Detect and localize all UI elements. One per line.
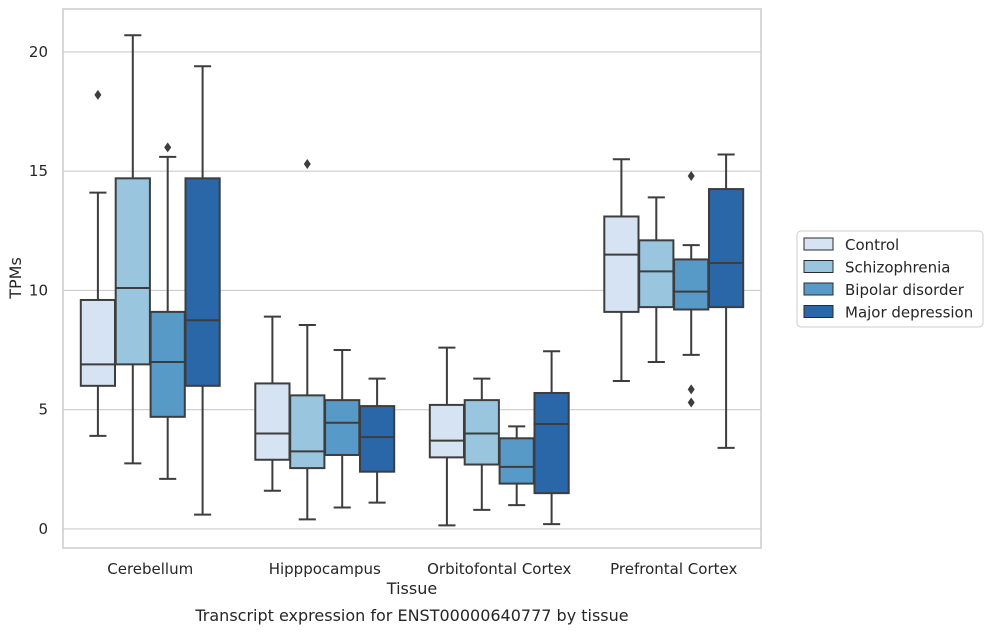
box-control (254, 315, 291, 492)
legend-label: Major depression (845, 304, 973, 322)
box-bipolar-disorder (673, 170, 710, 408)
x-tick-label: Hipppocampus (269, 560, 381, 578)
legend-label: Control (845, 236, 899, 254)
box-major-depression (358, 377, 396, 504)
y-tick-label: 0 (38, 520, 48, 538)
box-iqr (428, 403, 466, 459)
box-bipolar-disorder (324, 349, 361, 509)
outlier-point (94, 89, 102, 100)
boxes (79, 34, 745, 527)
legend-swatch (803, 305, 834, 318)
y-tick-labels: 0 5 10 15 20 (29, 43, 48, 538)
y-tick-label: 20 (29, 43, 48, 61)
box-iqr (79, 298, 117, 387)
legend-label: Schizophrenia (845, 259, 950, 277)
box-bipolar-disorder (498, 425, 535, 507)
box-iqr (149, 310, 186, 418)
box-iqr (184, 177, 221, 387)
box-iqr (463, 399, 500, 466)
box-iqr (498, 437, 535, 485)
box-iqr (114, 177, 151, 366)
x-tick-label: Prefrontal Cortex (610, 560, 737, 578)
legend-label: Bipolar disorder (845, 281, 965, 299)
box-iqr (289, 394, 326, 470)
box-iqr (638, 239, 675, 309)
x-tick-label: Orbitofontal Cortex (427, 560, 571, 578)
y-tick-label: 10 (29, 281, 48, 299)
box-control (428, 346, 466, 527)
box-schizophrenia (289, 159, 326, 521)
legend-swatch (803, 260, 834, 273)
outlier-point (687, 397, 695, 408)
legend-swatch (803, 282, 834, 296)
outlier-point (303, 159, 311, 170)
box-iqr (254, 382, 291, 461)
box-schizophrenia (463, 377, 500, 511)
box-control (603, 158, 640, 383)
legend: Control Schizophrenia Bipolar disorder Majo… (796, 230, 984, 328)
box-major-depression (533, 350, 570, 526)
box-iqr (707, 188, 745, 309)
x-axis-title: Tissue (386, 579, 437, 598)
outlier-point (687, 384, 695, 395)
legend-entries: Control Schizophrenia Bipolar disorder Majo… (803, 236, 973, 322)
y-tick-label: 15 (29, 162, 48, 180)
box-iqr (603, 215, 640, 313)
y-axis-title: TPMs (6, 257, 25, 300)
box-schizophrenia (638, 196, 675, 363)
outlier-point (687, 170, 695, 181)
box-iqr (673, 258, 710, 311)
box-iqr (533, 391, 570, 495)
legend-frame (796, 230, 984, 328)
legend-swatch (803, 237, 834, 251)
outlier-point (164, 142, 172, 153)
box-schizophrenia (114, 34, 151, 465)
figure-caption: Transcript expression for ENST0000064077… (194, 606, 628, 625)
x-tick-label: Cerebellum (107, 560, 193, 578)
box-major-depression (707, 153, 745, 449)
y-tick-label: 5 (38, 401, 48, 419)
box-major-depression (184, 65, 221, 516)
x-tick-labels: Cerebellum Hipppocampus Orbitofontal Corte… (107, 560, 737, 578)
box-iqr (358, 405, 396, 473)
box-iqr (324, 399, 361, 456)
box-control (79, 89, 117, 437)
